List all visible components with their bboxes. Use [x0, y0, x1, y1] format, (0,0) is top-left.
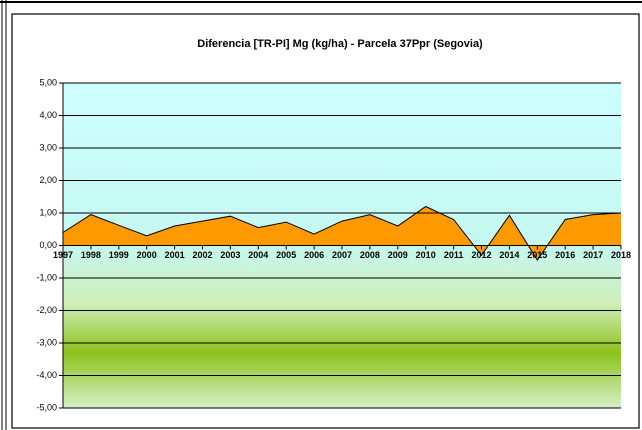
- y-tick-label: -4,00: [36, 370, 57, 380]
- x-tick-label: 2018: [611, 250, 631, 260]
- x-tick-label: 1997: [53, 250, 73, 260]
- chart-title: Diferencia [TR-PI] Mg (kg/ha) - Parcela …: [197, 38, 483, 50]
- x-tick-label: 1999: [109, 250, 129, 260]
- y-tick-label: -5,00: [36, 402, 57, 412]
- x-tick-label: 2012: [471, 250, 491, 260]
- x-tick-label: 2006: [304, 250, 324, 260]
- x-tick-label: 2001: [165, 250, 185, 260]
- x-tick-label: 2004: [248, 250, 268, 260]
- x-tick-label: 2017: [583, 250, 603, 260]
- y-tick-label: 1,00: [39, 207, 57, 217]
- x-tick-label: 2000: [137, 250, 157, 260]
- x-tick-label: 2016: [555, 250, 575, 260]
- y-tick-label: -1,00: [36, 272, 57, 282]
- x-tick-label: 2011: [444, 250, 464, 260]
- x-tick-label: 2007: [332, 250, 352, 260]
- x-tick-label: 2002: [192, 250, 212, 260]
- y-tick-label: -3,00: [36, 337, 57, 347]
- y-tick-label: 2,00: [39, 175, 57, 185]
- y-tick-label: 5,00: [39, 77, 57, 87]
- x-tick-label: 2014: [499, 250, 519, 260]
- y-tick-label: 0,00: [39, 240, 57, 250]
- x-tick-label: 2015: [527, 250, 547, 260]
- x-tick-label: 2010: [416, 250, 436, 260]
- x-tick-label: 2008: [360, 250, 380, 260]
- y-tick-label: -2,00: [36, 305, 57, 315]
- y-tick-label: 4,00: [39, 110, 57, 120]
- x-tick-label: 2009: [388, 250, 408, 260]
- x-tick-label: 1998: [81, 250, 101, 260]
- x-tick-label: 2005: [276, 250, 296, 260]
- y-tick-label: 3,00: [39, 142, 57, 152]
- x-tick-label: 2003: [220, 250, 240, 260]
